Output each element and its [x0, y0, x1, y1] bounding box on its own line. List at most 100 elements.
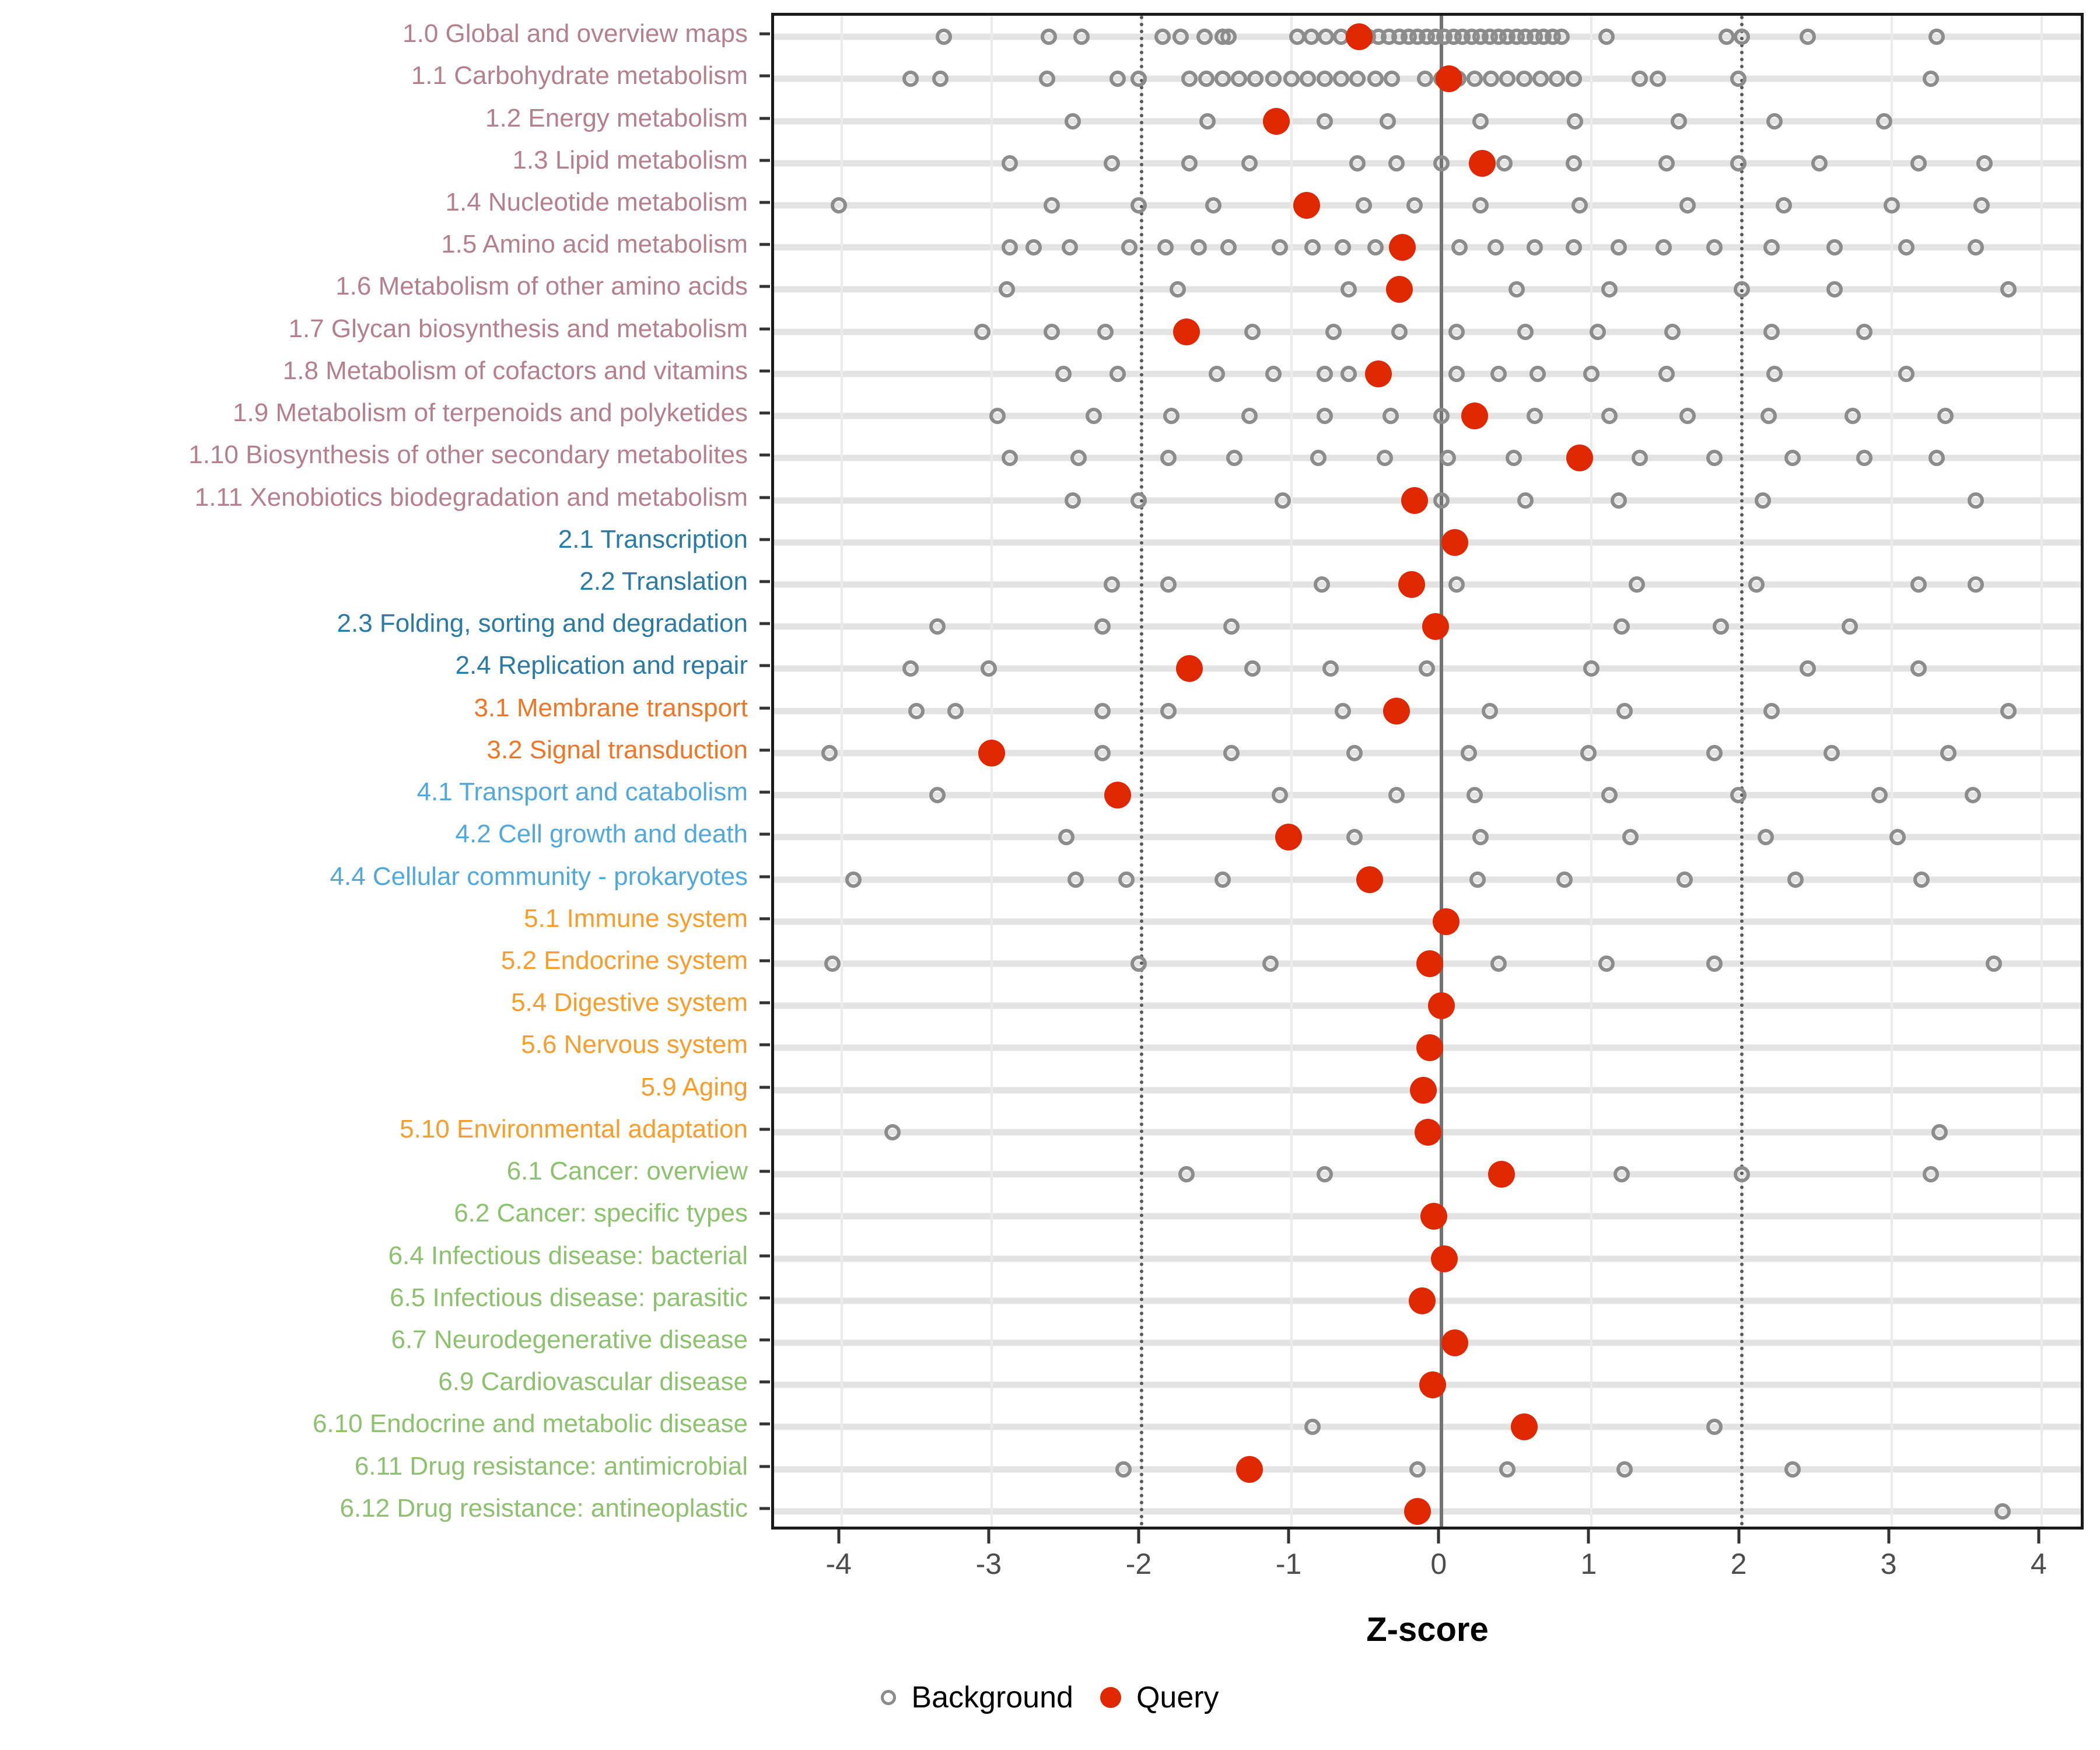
- y-axis-tick: [760, 159, 770, 162]
- background-point: [1483, 71, 1500, 88]
- query-point[interactable]: [1345, 23, 1373, 51]
- background-point: [1940, 744, 1957, 761]
- x-axis-tick: [1887, 1530, 1891, 1544]
- query-point[interactable]: [1441, 1329, 1469, 1356]
- query-point[interactable]: [1173, 318, 1200, 345]
- y-axis-label: 6.2 Cancer: specific types: [454, 1199, 748, 1228]
- query-point[interactable]: [1416, 950, 1443, 977]
- query-point[interactable]: [1431, 1245, 1458, 1272]
- query-point[interactable]: [1436, 65, 1463, 93]
- background-point: [1664, 323, 1681, 340]
- query-point[interactable]: [1383, 697, 1410, 724]
- query-point[interactable]: [1404, 1497, 1432, 1525]
- query-point[interactable]: [1566, 444, 1593, 472]
- y-axis-tick: [760, 622, 770, 625]
- background-point: [1064, 492, 1081, 509]
- row-gridline: [774, 160, 2081, 167]
- background-point: [1733, 1166, 1750, 1183]
- background-point: [1406, 197, 1423, 214]
- query-point[interactable]: [1263, 107, 1290, 135]
- background-point: [1601, 408, 1618, 425]
- background-point: [1388, 155, 1405, 172]
- background-point: [1310, 450, 1327, 467]
- background-point: [1526, 239, 1543, 256]
- query-point[interactable]: [1415, 1118, 1442, 1146]
- background-point: [1898, 239, 1915, 256]
- background-point: [1265, 365, 1282, 382]
- query-point[interactable]: [1468, 149, 1496, 177]
- y-axis-tick: [760, 496, 770, 499]
- query-point[interactable]: [1433, 908, 1460, 935]
- query-point[interactable]: [1176, 655, 1203, 682]
- query-point[interactable]: [1275, 824, 1302, 851]
- x-axis-tick-label: 2: [1730, 1548, 1747, 1580]
- query-point[interactable]: [1365, 360, 1392, 387]
- legend-item-background[interactable]: Background: [881, 1680, 1073, 1715]
- background-point: [1448, 576, 1465, 593]
- query-point[interactable]: [1420, 1203, 1448, 1230]
- background-point: [1784, 450, 1801, 467]
- background-point: [1490, 956, 1507, 972]
- x-axis-tick-label: 3: [1880, 1548, 1897, 1580]
- row-gridline: [774, 412, 2081, 419]
- query-point[interactable]: [1104, 782, 1131, 809]
- y-axis-tick: [760, 875, 770, 878]
- query-point[interactable]: [1398, 571, 1425, 598]
- query-point[interactable]: [1389, 234, 1416, 261]
- query-point[interactable]: [1488, 1161, 1516, 1188]
- y-axis-tick: [760, 411, 770, 415]
- background-point: [1529, 365, 1546, 382]
- background-point: [1094, 702, 1111, 719]
- query-point[interactable]: [1401, 487, 1428, 514]
- query-point[interactable]: [1408, 1287, 1436, 1314]
- query-point[interactable]: [1386, 276, 1413, 303]
- background-point: [1571, 197, 1588, 214]
- background-point: [1655, 239, 1672, 256]
- query-point[interactable]: [1410, 1076, 1437, 1104]
- legend-item-query[interactable]: Query: [1100, 1680, 1219, 1715]
- background-point: [1300, 71, 1317, 88]
- query-point[interactable]: [978, 739, 1005, 766]
- background-point: [1784, 1461, 1801, 1478]
- zero-reference-line: [1440, 16, 1444, 1527]
- query-point[interactable]: [1416, 1034, 1443, 1062]
- query-point[interactable]: [1236, 1455, 1264, 1483]
- query-point[interactable]: [1441, 528, 1469, 556]
- background-point: [1964, 787, 1981, 804]
- query-point[interactable]: [1419, 1371, 1446, 1399]
- background-point: [1448, 323, 1465, 340]
- background-point: [1205, 197, 1222, 214]
- background-point: [2000, 702, 2017, 719]
- background-point: [1580, 744, 1597, 761]
- row-gridline: [774, 370, 2081, 377]
- background-point: [1598, 29, 1615, 46]
- query-point[interactable]: [1461, 402, 1488, 430]
- query-point[interactable]: [1356, 866, 1383, 893]
- background-point: [1631, 450, 1648, 467]
- query-point[interactable]: [1293, 192, 1320, 219]
- background-point: [1325, 323, 1342, 340]
- y-axis-label: 5.6 Nervous system: [521, 1030, 748, 1059]
- background-point: [1875, 113, 1892, 130]
- background-point: [1517, 323, 1534, 340]
- background-point: [1775, 197, 1792, 214]
- query-point[interactable]: [1510, 1413, 1538, 1441]
- background-point: [1178, 1166, 1195, 1183]
- query-point[interactable]: [1422, 613, 1449, 640]
- y-axis-label: 3.1 Membrane transport: [474, 693, 748, 722]
- background-point: [1169, 281, 1186, 298]
- background-point: [1244, 660, 1261, 677]
- background-point: [1766, 365, 1783, 382]
- background-point: [1517, 492, 1534, 509]
- query-point[interactable]: [1428, 992, 1455, 1020]
- background-point: [1214, 871, 1231, 888]
- background-point: [1433, 492, 1450, 509]
- x-axis-tick: [987, 1530, 991, 1544]
- background-point: [1130, 197, 1147, 214]
- background-point: [1472, 829, 1489, 846]
- background-point: [1001, 155, 1018, 172]
- background-point: [1451, 239, 1468, 256]
- background-point: [1388, 787, 1405, 804]
- row-gridline: [774, 581, 2081, 588]
